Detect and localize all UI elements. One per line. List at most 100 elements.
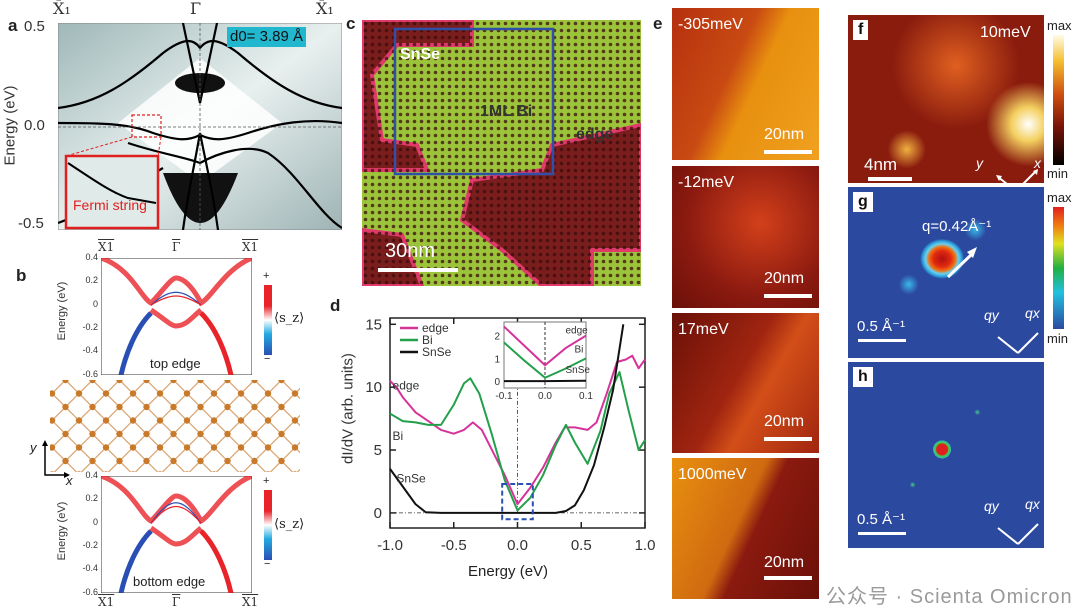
colorbar-label-sz: ⟨s_z⟩	[274, 517, 305, 532]
panel-f-map: f 10meV 4nm y x	[848, 15, 1044, 192]
ytick: -0.2	[82, 321, 98, 332]
axis-label-y: y	[30, 440, 37, 455]
region-label-snse: SnSe	[400, 46, 441, 63]
y-tick-label: 5	[374, 442, 382, 459]
scalebar	[764, 576, 812, 580]
k-label-x1-right: X̄₁	[316, 0, 334, 18]
fermi-string-label: Fermi string	[73, 197, 147, 213]
k-label-x1-left: X̄₁	[53, 0, 71, 18]
top-edge-spin-bands	[101, 258, 252, 375]
colorbar-min-label: min	[1047, 331, 1068, 346]
ytick: -0.6	[82, 368, 98, 379]
ytick: 0.0	[24, 117, 45, 134]
x-tick-label: 1.0	[635, 537, 656, 554]
energy-label: 17meV	[678, 321, 729, 338]
ytick: 0	[92, 516, 98, 527]
colorbar-plus: +	[263, 475, 270, 487]
region-label-edge: edge	[576, 126, 614, 143]
k-label-x1-left: X1	[98, 595, 115, 609]
dIdV-map-frame-4: 1000meV 20nm	[672, 458, 819, 599]
panel-h-fft-map: h 0.5 Å⁻¹ qy qx	[848, 362, 1044, 548]
sz-colorbar-bottom	[264, 490, 272, 560]
k-label-x1-right: X1	[242, 240, 259, 254]
dIdV-map-frame-2: -12meV 20nm	[672, 166, 819, 308]
sz-colorbar-top	[264, 285, 272, 355]
scalebar-label: 20nm	[764, 270, 805, 287]
top-edge-title: top edge	[150, 356, 201, 371]
ytick: -0.2	[82, 539, 98, 550]
x-tick-label: -0.5	[441, 537, 467, 554]
scalebar	[378, 268, 458, 272]
colorbar-min-label: min	[1047, 166, 1068, 181]
scalebar-label: 4nm	[864, 155, 898, 174]
scalebar	[764, 294, 812, 298]
axis-label-qy: qy	[984, 307, 999, 323]
axis-label-qx: qx	[1025, 305, 1040, 321]
panel-g-label: g	[853, 192, 873, 212]
ytick: -0.4	[82, 345, 98, 356]
scalebar-label: 20nm	[764, 554, 805, 571]
axis-label-qx: qx	[1025, 496, 1040, 512]
series-line-bi	[389, 371, 646, 512]
colorbar-minus: −	[264, 353, 271, 365]
scalebar-label: 0.5 Å⁻¹	[857, 511, 905, 528]
panel-h-label: h	[853, 367, 873, 387]
ytick: 0.4	[85, 252, 98, 262]
colorbar-max-label: max	[1047, 190, 1072, 205]
watermark: 公众号 · Scienta Omicron	[826, 586, 1073, 608]
scalebar-label: 30nm	[385, 240, 436, 262]
panel-g-fft-map: g q=0.42Å⁻¹ 0.5 Å⁻¹ qy qx	[848, 187, 1044, 358]
colorbar-label-sz: ⟨s_z⟩	[274, 311, 305, 326]
panel-b-label: b	[16, 266, 27, 285]
y-axis-label-top: Energy (eV)	[56, 281, 68, 341]
legend-label: Bi	[422, 333, 433, 347]
zoom-region-box	[501, 482, 534, 521]
scalebar	[858, 339, 906, 342]
inset-curve-annotation: SnSe	[566, 365, 591, 376]
x-tick-label: -1.0	[377, 537, 403, 554]
panel-a-label: a	[8, 16, 18, 35]
inset-curve-annotation: Bi	[575, 345, 584, 356]
ytick: -0.4	[82, 563, 98, 574]
bottom-edge-title: bottom edge	[133, 574, 206, 589]
series-line-edge	[389, 354, 646, 506]
axis-label-qy: qy	[984, 498, 999, 514]
q-vector-label: q=0.42Å⁻¹	[922, 218, 992, 235]
stm-topography-image	[362, 20, 641, 286]
colorbar-g	[1053, 207, 1064, 329]
y-tick-label: 10	[365, 379, 382, 396]
energy-label: -12meV	[678, 174, 735, 191]
bottom-edge-spin-bands	[101, 476, 252, 593]
x-tick-label: 0.5	[571, 537, 592, 554]
q-vector-arrow	[946, 247, 977, 279]
colorbar-plus: +	[263, 270, 270, 282]
y-tick-label: 15	[365, 316, 382, 333]
ytick: 0.5	[24, 18, 45, 35]
k-label-gamma: Γ	[190, 0, 202, 18]
energy-label: -305meV	[678, 16, 743, 33]
inset-series-bi	[503, 341, 587, 379]
scalebar-label: 20nm	[764, 413, 805, 430]
energy-label: 10meV	[980, 24, 1031, 41]
k-label-x1-left: X1	[98, 240, 115, 254]
y-tick-label: 0	[374, 505, 382, 522]
region-label-bi: 1ML Bi	[480, 103, 533, 120]
k-label-gamma: Γ	[172, 595, 181, 609]
scalebar-label: 0.5 Å⁻¹	[857, 318, 905, 335]
panel-f-label: f	[853, 20, 869, 40]
y-axis-label: Energy (eV)	[1, 85, 19, 166]
curve-annotation: Bi	[393, 429, 404, 443]
qxqy-axes-arrows	[997, 332, 1039, 354]
ytick: 0.2	[85, 493, 98, 504]
scalebar	[858, 532, 906, 535]
axis-label-x: x	[1034, 155, 1041, 171]
inset-y-tick-label: 0	[494, 377, 500, 388]
x-tick-label: 0.0	[507, 537, 528, 554]
k-label-gamma: Γ	[172, 240, 181, 254]
series-line-snse	[389, 324, 625, 514]
panel-d-label: d	[330, 296, 341, 315]
qxqy-axes-arrows	[997, 523, 1039, 545]
band-structure-plot	[58, 23, 342, 230]
inset-x-tick-label: 0.1	[579, 391, 593, 402]
